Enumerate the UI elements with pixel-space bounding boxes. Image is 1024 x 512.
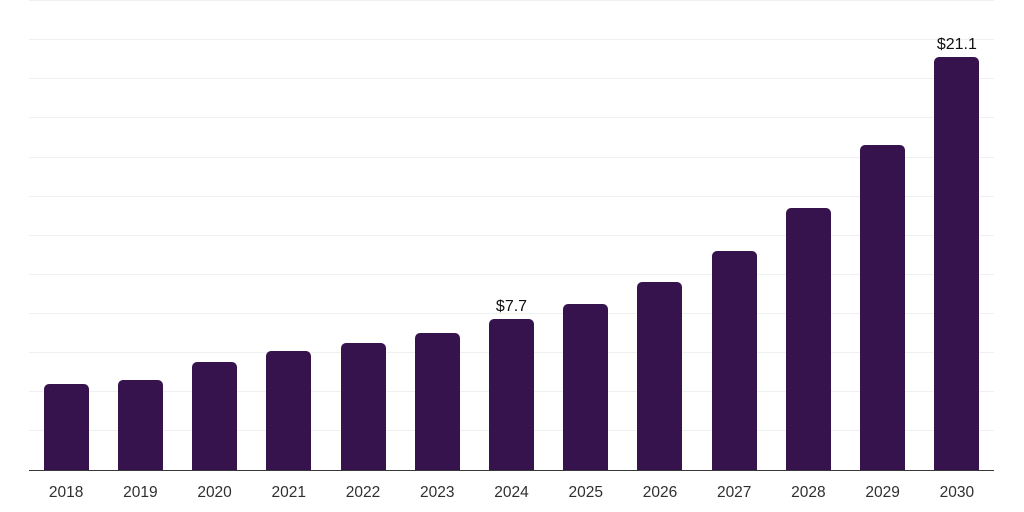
gridline-24 [29, 0, 994, 1]
bar-2024 [489, 319, 534, 470]
x-tick-2018: 2018 [48, 484, 84, 501]
bar-2021 [266, 350, 312, 470]
bar-2030 [934, 57, 980, 470]
data-label-2024: $7.7 [495, 298, 528, 316]
x-tick-2029: 2029 [865, 484, 900, 501]
x-tick-2022: 2022 [345, 484, 381, 501]
gridline-18 [29, 117, 994, 119]
x-tick-2023: 2023 [420, 484, 455, 501]
bar-2029 [860, 145, 906, 470]
bar-2028 [785, 207, 831, 470]
data-label-2030: $21.1 [936, 36, 977, 54]
x-tick-2026: 2026 [642, 484, 678, 501]
x-tick-2025: 2025 [568, 484, 603, 501]
x-tick-2027: 2027 [716, 484, 752, 501]
gridline-20 [29, 78, 994, 80]
x-tick-2024: 2024 [494, 484, 529, 501]
x-tick-2019: 2019 [123, 484, 158, 501]
gridline-8 [29, 313, 994, 314]
bar-2025 [563, 303, 609, 470]
bar-2019 [117, 380, 163, 470]
x-tick-2020: 2020 [197, 484, 232, 501]
gridline-12 [29, 234, 994, 236]
gridline-10 [29, 273, 994, 275]
x-tick-2030: 2030 [939, 484, 975, 501]
bar-2023 [414, 333, 460, 470]
bar-2022 [340, 342, 386, 470]
bar-2020 [192, 362, 238, 470]
bar-2018 [43, 383, 89, 470]
x-tick-2021: 2021 [271, 484, 307, 501]
gridline-22 [29, 39, 994, 41]
x-tick-2028: 2028 [791, 484, 826, 501]
gridline-16 [29, 156, 994, 158]
bar-2027 [711, 250, 757, 470]
bar-2026 [637, 282, 683, 470]
x-axis-line [29, 469, 994, 471]
gridline-14 [29, 195, 994, 197]
